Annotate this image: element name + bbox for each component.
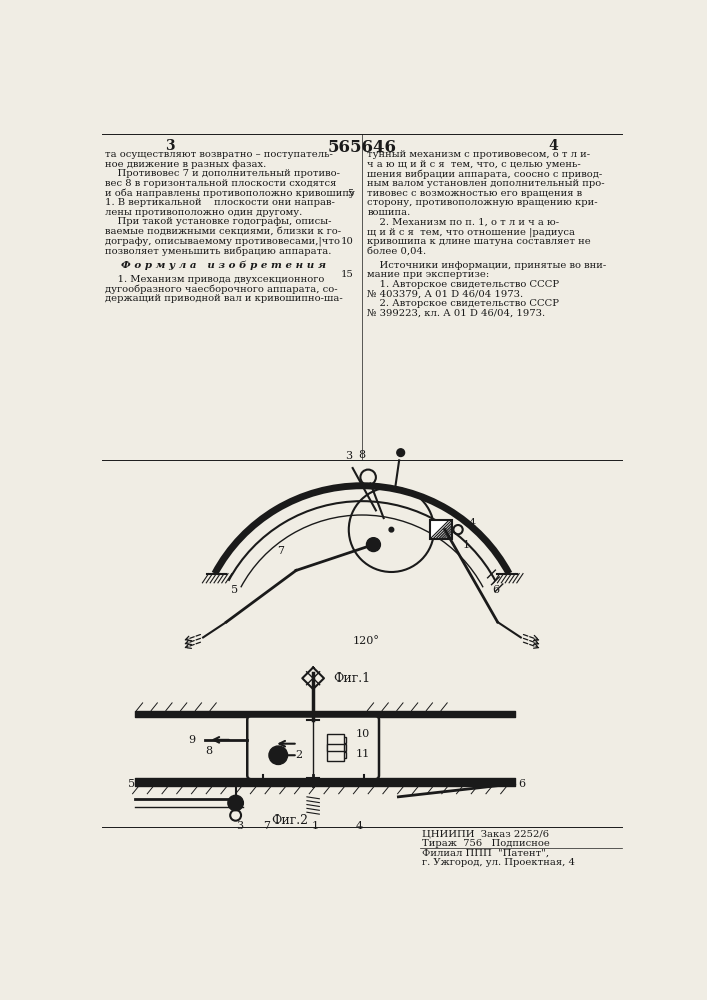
Text: 5: 5 [230,585,238,595]
Text: 5: 5 [347,189,354,198]
Text: дугообразного чаесборочного аппарата, со-: дугообразного чаесборочного аппарата, со… [105,285,338,294]
Text: При такой установке годографы, описы-: При такой установке годографы, описы- [105,217,332,226]
Text: 6: 6 [492,585,499,595]
Text: Филиал ППП  "Патент",: Филиал ППП "Патент", [421,848,549,857]
Text: 1. В вертикальной    плоскости они направ-: 1. В вертикальной плоскости они направ- [105,198,335,207]
Text: Тираж  756   Подписное: Тираж 756 Подписное [421,839,549,848]
Text: 1. Механизм привода двухсекционного: 1. Механизм привода двухсекционного [105,275,325,284]
Text: Ф о р м у л а   и з о б р е т е н и я: Ф о р м у л а и з о б р е т е н и я [121,261,326,270]
Text: тивовес с возможностью его вращения в: тивовес с возможностью его вращения в [368,189,583,198]
Text: 8: 8 [358,450,366,460]
Text: № 399223, кл. А 01 D 46/04, 1973.: № 399223, кл. А 01 D 46/04, 1973. [368,309,546,318]
Text: 8: 8 [205,746,212,756]
Text: 5: 5 [128,779,135,789]
Circle shape [228,795,243,811]
Text: более 0,04.: более 0,04. [368,246,426,255]
Text: г. Ужгород, ул. Проектная, 4: г. Ужгород, ул. Проектная, 4 [421,858,575,867]
Text: позволяет уменьшить вибрацию аппарата.: позволяет уменьшить вибрацию аппарата. [105,246,332,256]
Circle shape [366,538,380,552]
Text: дографу, описываемому противовесами,|что: дографу, описываемому противовесами,|что [105,237,341,246]
Text: вес 8 в горизонтальной плоскости сходятся: вес 8 в горизонтальной плоскости сходятс… [105,179,337,188]
Text: 6: 6 [518,779,525,789]
Text: Фиг.2: Фиг.2 [271,814,308,827]
Text: Фиг.1: Фиг.1 [333,672,370,685]
Circle shape [389,527,394,532]
Text: ное движение в разных фазах.: ное движение в разных фазах. [105,160,267,169]
Text: сторону, противоположную вращению кри-: сторону, противоположную вращению кри- [368,198,598,207]
Bar [334,737,346,743]
Text: 4: 4 [356,821,363,831]
Text: вошипа.: вошипа. [368,208,411,217]
Text: шения вибрации аппарата, соосно с привод-: шения вибрации аппарата, соосно с привод… [368,169,602,179]
Text: тунный механизм с противовесом, о т л и-: тунный механизм с противовесом, о т л и- [368,150,590,159]
Text: кривошипа к длине шатуна составляет не: кривошипа к длине шатуна составляет не [368,237,591,246]
Bar [334,744,346,751]
Text: 10: 10 [341,237,354,246]
Text: 3: 3 [236,821,243,831]
Text: щ и й с я  тем, что отношение |радиуса: щ и й с я тем, что отношение |радиуса [368,227,575,237]
Text: 3: 3 [165,139,175,153]
Text: 9: 9 [188,735,195,745]
Text: 4: 4 [469,518,476,528]
Text: 7: 7 [263,821,270,831]
Text: 4: 4 [549,139,559,153]
Text: Противовес 7 и дополнительный противо-: Противовес 7 и дополнительный противо- [105,169,341,178]
Text: 7: 7 [277,546,284,556]
Text: № 403379, А 01 D 46/04 1973.: № 403379, А 01 D 46/04 1973. [368,290,523,299]
Text: ЦНИИПИ  Заказ 2252/6: ЦНИИПИ Заказ 2252/6 [421,830,549,839]
Text: 1. Авторское свидетельство СССР: 1. Авторское свидетельство СССР [368,280,559,289]
Bar [334,752,346,758]
Text: 3: 3 [345,451,352,461]
Text: и оба направлены противоположно кривошипу: и оба направлены противоположно кривошип… [105,189,356,198]
Bar [327,734,344,761]
Text: 2. Авторское свидетельство СССР: 2. Авторское свидетельство СССР [368,299,559,308]
Text: ваемые подвижными секциями, близки к го-: ваемые подвижными секциями, близки к го- [105,227,341,236]
Text: 1: 1 [462,540,470,550]
Text: 11: 11 [356,749,370,759]
Text: лены противоположно один другому.: лены противоположно один другому. [105,208,303,217]
Text: мание при экспертизе:: мание при экспертизе: [368,270,490,279]
Text: 10: 10 [356,729,370,739]
Text: 565646: 565646 [327,139,397,156]
Bar [327,744,344,751]
Text: ным валом установлен дополнительный про-: ным валом установлен дополнительный про- [368,179,605,188]
FancyBboxPatch shape [247,716,379,779]
Text: держащий приводной вал и кривошипно-ша-: держащий приводной вал и кривошипно-ша- [105,294,343,303]
Text: 2: 2 [296,750,303,760]
Text: 1: 1 [312,821,319,831]
Text: 120°: 120° [352,636,379,646]
Text: 15: 15 [341,270,354,279]
Text: Источники информации, принятые во вни-: Источники информации, принятые во вни- [368,261,607,270]
Text: та осуществляют возвратно – поступатель-: та осуществляют возвратно – поступатель- [105,150,333,159]
Circle shape [269,746,288,764]
Text: ч а ю щ и й с я  тем, что, с целью умень-: ч а ю щ и й с я тем, что, с целью умень- [368,160,581,169]
Bar [430,520,452,539]
Circle shape [397,449,404,456]
Text: 2. Механизм по п. 1, о т л и ч а ю-: 2. Механизм по п. 1, о т л и ч а ю- [368,217,559,226]
